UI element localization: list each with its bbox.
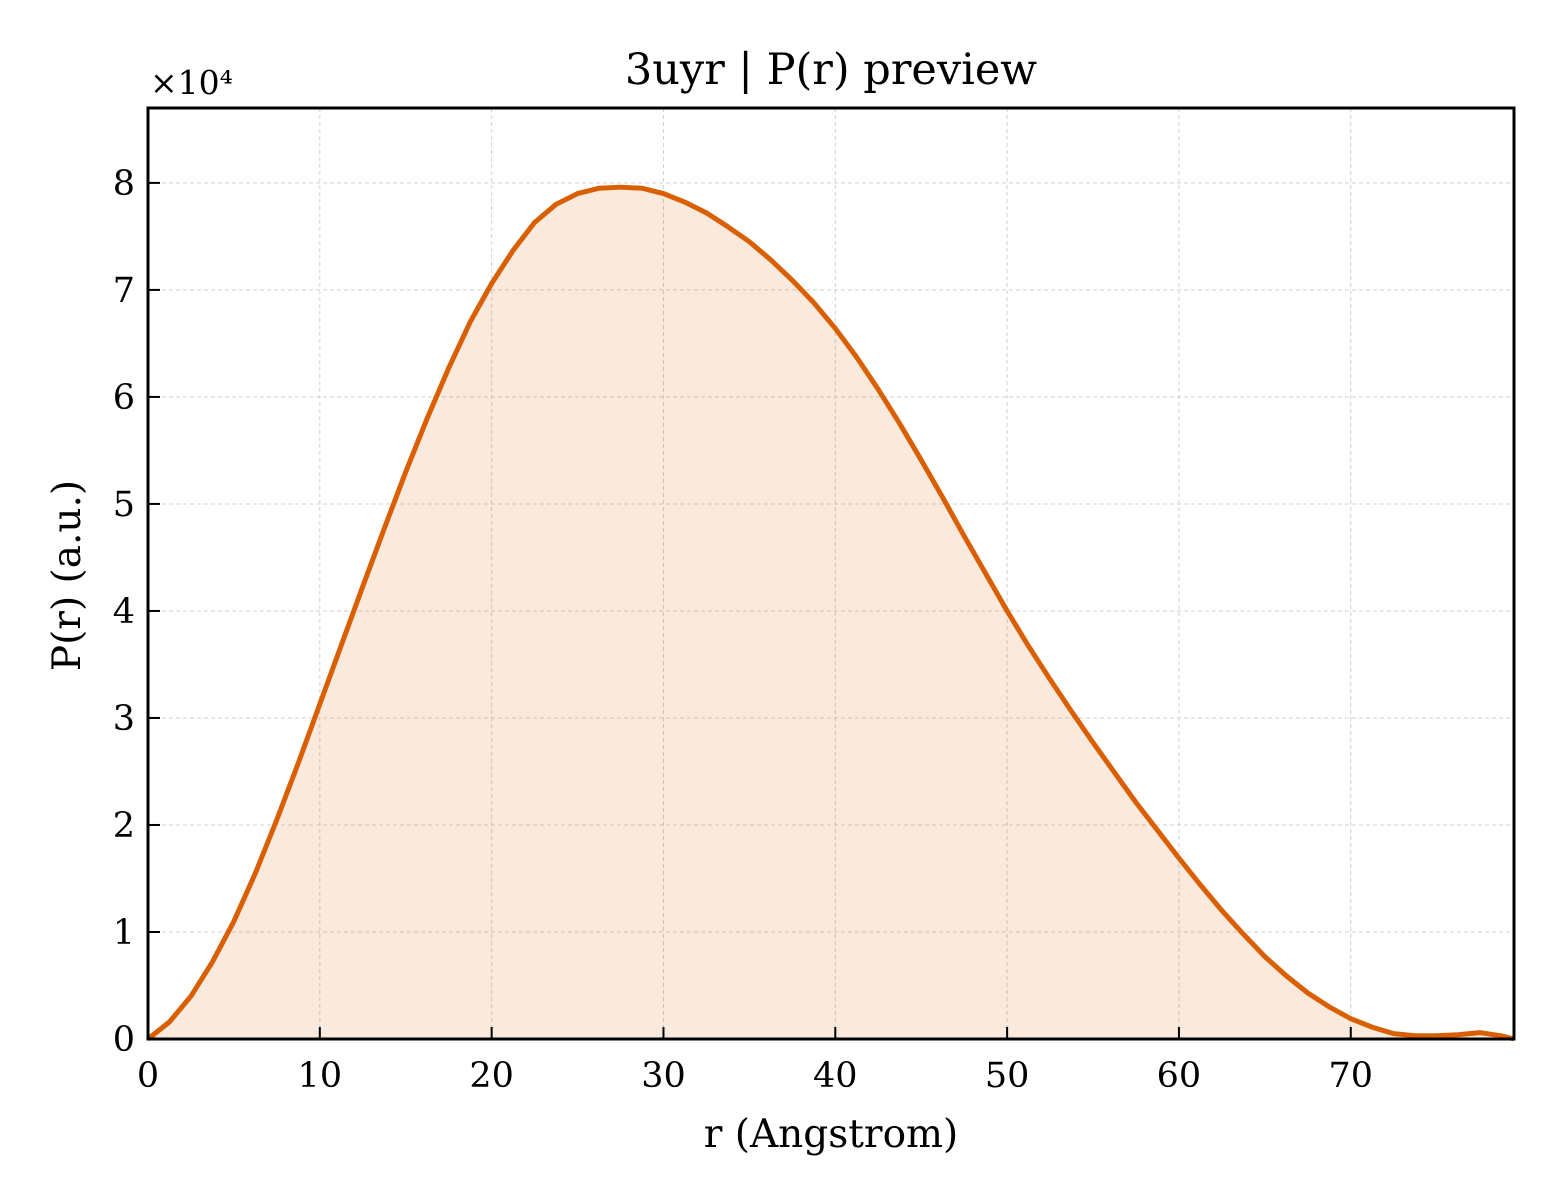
- y-tick-label: 7: [113, 271, 135, 311]
- x-tick-label: 10: [298, 1056, 343, 1096]
- plot-frame: [146, 106, 1516, 1041]
- x-tick-label: 20: [469, 1056, 514, 1096]
- x-tick-label: 40: [813, 1056, 858, 1096]
- chart-title: 3uyr | P(r) preview: [625, 45, 1037, 95]
- ticks-layer: 0 10 20 30 40 50 60 70 0 1 2 3 4 5 6 7 8: [113, 164, 1373, 1096]
- area-fill: [148, 187, 1514, 1039]
- y-offset-label: ×10⁴: [150, 63, 233, 102]
- y-tick-label: 6: [113, 378, 135, 418]
- series-line: [146, 184, 1515, 1042]
- x-tick-label: 30: [641, 1056, 686, 1096]
- y-tick-label: 4: [113, 592, 135, 632]
- y-tick-label: 0: [113, 1020, 135, 1060]
- y-tick-label: 8: [113, 164, 135, 204]
- x-tick-label: 60: [1157, 1056, 1202, 1096]
- y-axis-title: P(r) (a.u.): [45, 480, 90, 671]
- y-tick-label: 1: [113, 913, 135, 953]
- x-tick-label: 50: [985, 1056, 1030, 1096]
- x-tick-label: 70: [1328, 1056, 1373, 1096]
- x-tick-label: 0: [137, 1056, 159, 1096]
- y-tick-label: 3: [113, 699, 135, 739]
- x-axis-title: r (Angstrom): [704, 1112, 959, 1157]
- y-tick-label: 5: [113, 485, 135, 525]
- grid-layer: [148, 108, 1514, 1039]
- y-tick-label: 2: [113, 806, 135, 846]
